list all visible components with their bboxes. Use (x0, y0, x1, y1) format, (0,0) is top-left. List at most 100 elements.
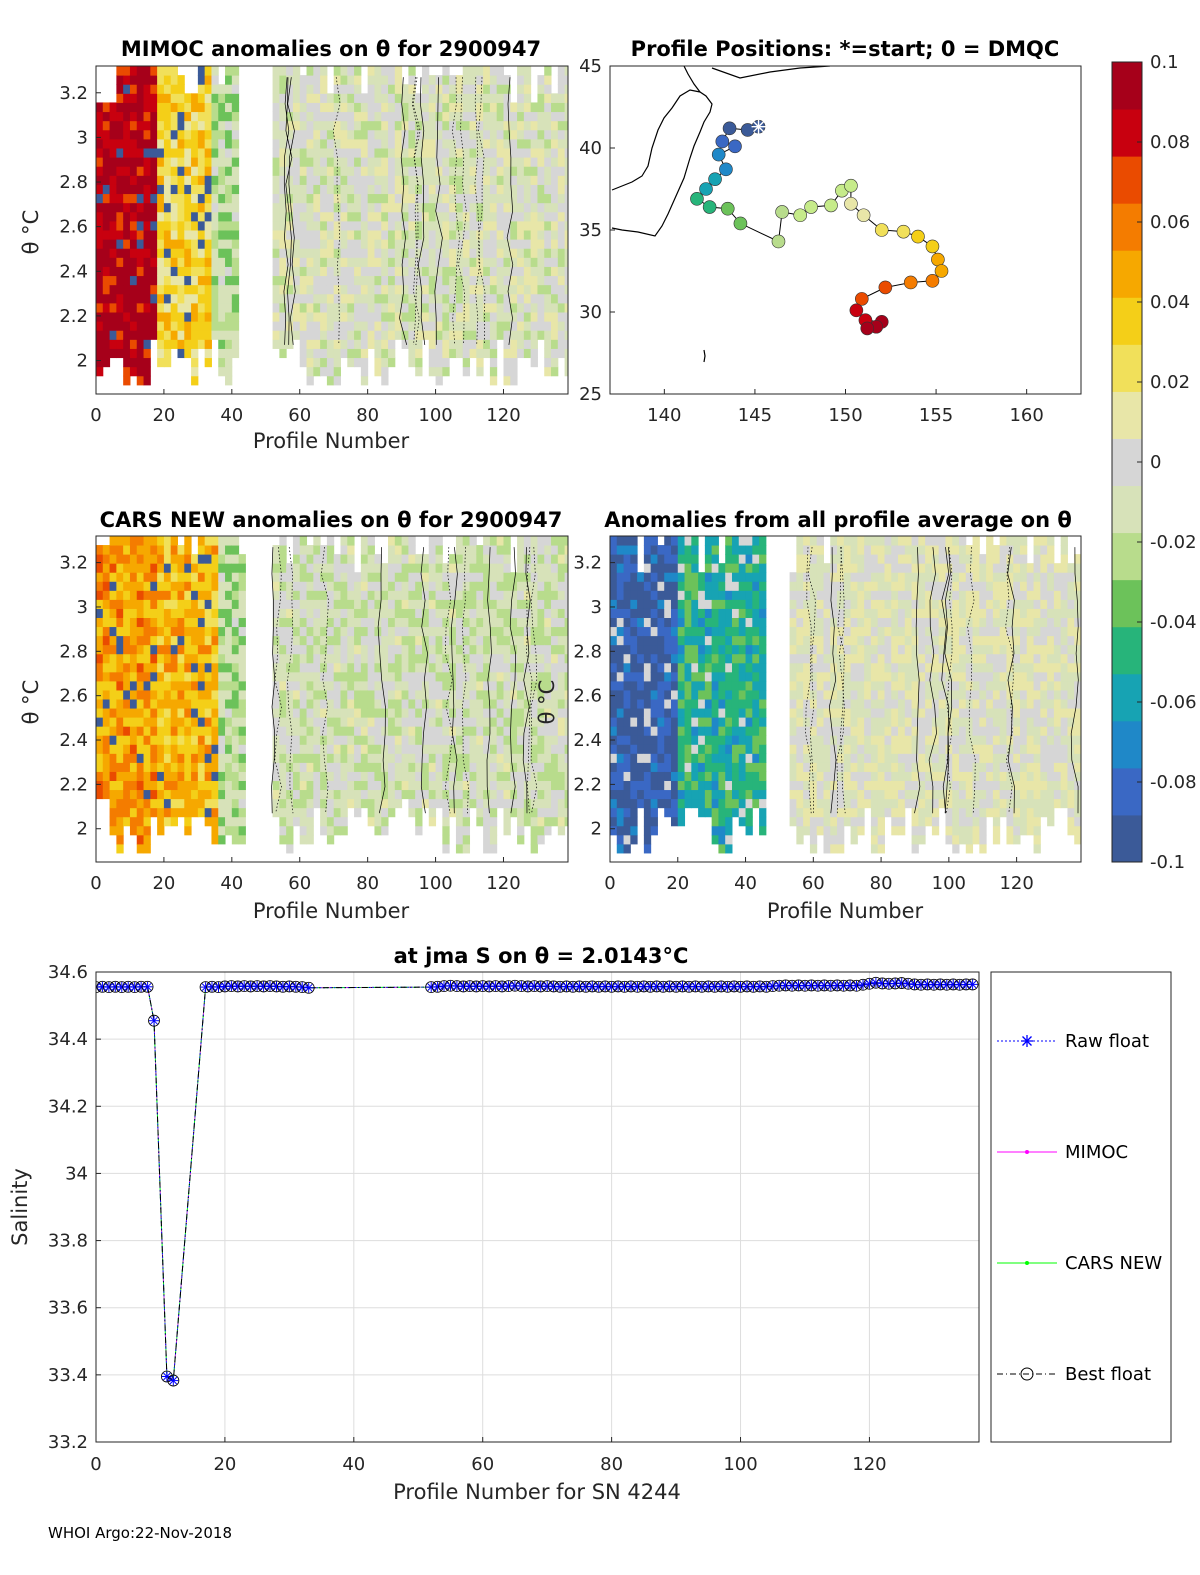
heat-cell (191, 148, 199, 158)
heat-cell (711, 554, 719, 564)
heat-cell (637, 699, 645, 709)
heat-cell (211, 689, 219, 700)
heat-cell (197, 798, 206, 809)
heat-cell (544, 699, 552, 709)
heat-cell (116, 339, 124, 349)
heat-cell (184, 662, 192, 673)
heat-cell (347, 653, 355, 664)
heat-cell (109, 590, 117, 600)
heat-cell (510, 626, 518, 637)
heat-cell (449, 120, 457, 131)
heat-cell (143, 834, 151, 845)
coastline (611, 66, 831, 363)
heat-cell (442, 157, 450, 167)
heat-cell (677, 699, 686, 709)
heat-cell (374, 572, 382, 582)
heat-cell (637, 608, 645, 618)
heat-cell (691, 599, 699, 609)
heat-cell (231, 66, 240, 76)
x-tick-label: 40 (220, 405, 243, 426)
heat-cell (96, 129, 104, 140)
heat-cell (143, 266, 151, 277)
profile-marker (720, 201, 735, 216)
heat-cell (462, 816, 471, 827)
heat-cell (306, 312, 314, 322)
heat-cell (388, 617, 396, 628)
heat-cell (374, 807, 382, 818)
heat-cell (489, 312, 498, 322)
heat-cell (102, 148, 111, 158)
heat-cell (530, 129, 538, 140)
heat-cell (177, 302, 185, 313)
heat-cell (677, 635, 686, 646)
heat-cell (650, 807, 658, 818)
heat-cell (476, 626, 484, 637)
heat-cell (428, 590, 437, 600)
heat-cell (544, 366, 552, 377)
heat-cell (401, 211, 409, 222)
heat-cell (374, 66, 382, 76)
heat-cell (347, 312, 355, 322)
heat-cell (367, 248, 375, 258)
heat-cell (738, 789, 747, 800)
heat-cell (664, 554, 672, 564)
heat-cell (544, 626, 552, 637)
heat-cell (157, 339, 165, 349)
heat-cell (102, 680, 111, 691)
heat-cell (320, 184, 328, 195)
heat-cell (123, 257, 131, 267)
heat-cell (163, 699, 172, 709)
y-tick-label: 2.2 (59, 774, 88, 795)
heat-cell (725, 680, 733, 691)
heat-cell (374, 257, 382, 267)
heat-cell (326, 302, 335, 313)
heat-cell (129, 120, 138, 131)
heat-cell (170, 193, 178, 204)
heat-cell (340, 102, 348, 113)
heat-cell (704, 780, 713, 791)
heat-cell (326, 753, 335, 763)
heat-cell (354, 266, 362, 277)
heat-cell (109, 572, 117, 582)
heat-cell (650, 635, 658, 646)
heat-cell (415, 662, 423, 673)
heat-cell (102, 330, 111, 340)
heat-cell (530, 293, 538, 304)
y-tick-label: 2.6 (59, 686, 88, 707)
heat-cell (374, 266, 382, 277)
heat-cell (204, 230, 212, 240)
heat-cell (170, 166, 178, 176)
heat-cell (564, 572, 568, 582)
heat-cell (211, 635, 219, 646)
heat-cell (354, 66, 362, 76)
heat-cell (184, 284, 192, 295)
heat-cell (496, 617, 504, 628)
heat-cell (326, 699, 335, 709)
heat-cell (711, 789, 719, 800)
heat-cell (157, 807, 165, 818)
heat-cell (299, 175, 308, 185)
heat-cell (725, 563, 733, 573)
heat-cell (557, 157, 566, 167)
heat-cell (238, 653, 246, 664)
heat-cell (225, 726, 233, 736)
heat-cell (306, 572, 314, 582)
heat-cell (333, 554, 341, 564)
heat-cell (299, 321, 308, 331)
heat-cell (408, 111, 416, 122)
heat-cell (684, 536, 692, 546)
positions-axes-box (609, 65, 1082, 395)
heat-cell (157, 248, 165, 258)
heat-cell (483, 726, 491, 736)
heat-cell (510, 780, 518, 791)
heat-cell (664, 581, 672, 591)
heat-cell (231, 545, 240, 555)
heat-cell (354, 572, 362, 582)
heat-cell (523, 211, 532, 222)
profile-marker (925, 239, 940, 254)
heat-cell (496, 266, 504, 277)
heat-cell (725, 608, 733, 618)
heat-cell (401, 536, 409, 546)
heat-cell (394, 293, 403, 304)
heat-cell (360, 248, 369, 258)
